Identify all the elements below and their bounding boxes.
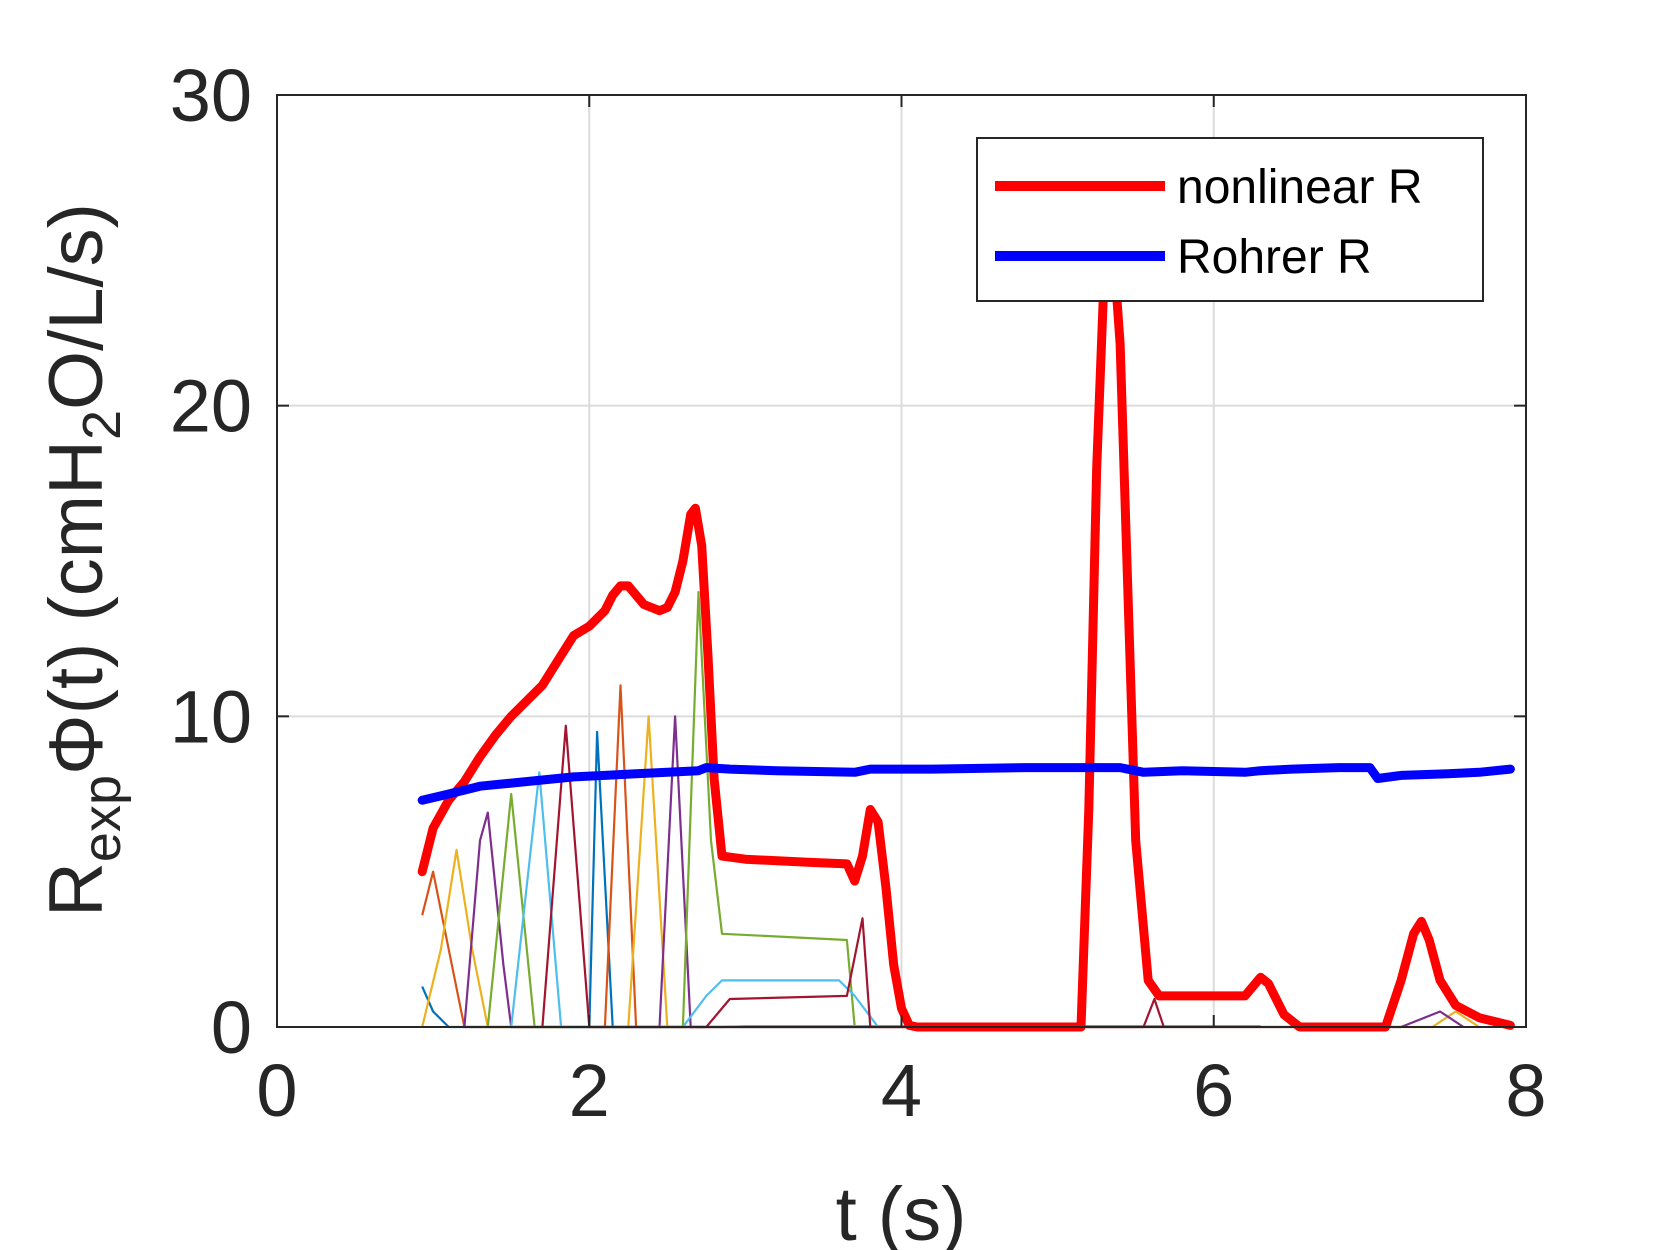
y-axis-title-mid: Φ(t) (cmH xyxy=(34,440,119,775)
series-lines xyxy=(417,230,1515,1032)
legend: nonlinear R Rohrer R xyxy=(976,137,1484,302)
y-tick-label: 0 xyxy=(211,986,252,1069)
series-line-nonlinear-r xyxy=(417,230,1515,1032)
x-tick-label: 6 xyxy=(1193,1049,1234,1132)
y-tick-label: 10 xyxy=(170,675,252,758)
legend-label-rohrer-r: Rohrer R xyxy=(1177,231,1372,284)
y-axis-title-sub: exp xyxy=(72,775,132,862)
y-axis-title-end: O/L/s) xyxy=(34,203,119,410)
component-curve-4 xyxy=(486,590,856,1029)
x-tick-label: 8 xyxy=(1505,1049,1546,1132)
legend-box xyxy=(976,137,1484,302)
y-axis-title-sub2: 2 xyxy=(72,410,132,440)
y-tick-label: 20 xyxy=(170,365,252,448)
y-axis-title-base: R xyxy=(34,862,119,917)
axis-ticks: 0 2 4 6 8 0 10 20 30 xyxy=(170,54,1547,1132)
legend-label-nonlinear-r: nonlinear R xyxy=(1177,161,1422,214)
x-axis-title: t (s) xyxy=(836,1172,967,1250)
component-curve-5 xyxy=(510,771,879,1029)
x-tick-label: 4 xyxy=(881,1049,922,1132)
component-curve-6 xyxy=(541,724,1165,1029)
y-axis-title: RexpΦ(t) (cmH2O/L/s) xyxy=(34,203,132,917)
series-line-rohrer-r xyxy=(417,763,1515,805)
y-tick-label: 30 xyxy=(170,54,252,137)
x-tick-label: 0 xyxy=(256,1049,297,1132)
x-tick-label: 2 xyxy=(569,1049,610,1132)
